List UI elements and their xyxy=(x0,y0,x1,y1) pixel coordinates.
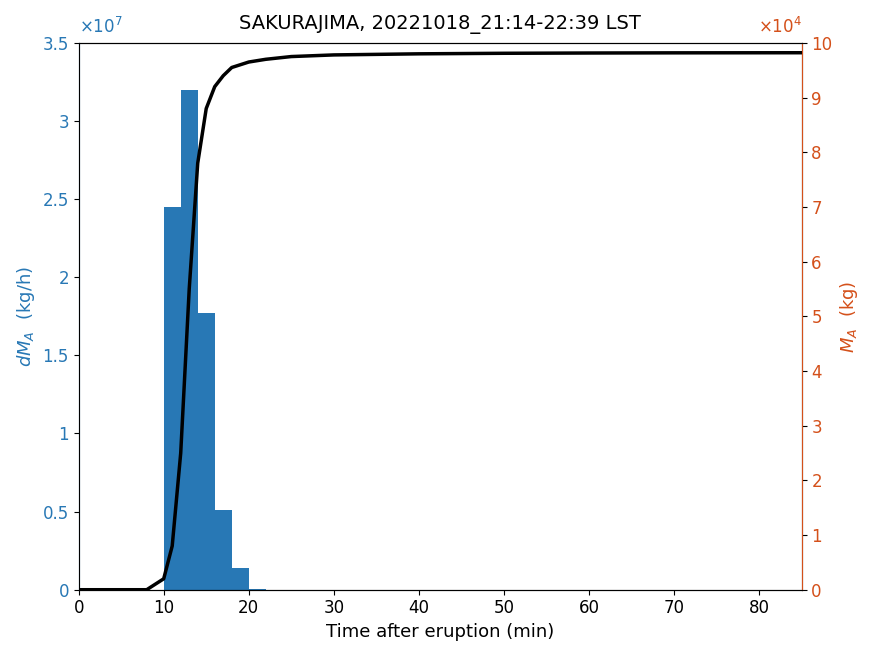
Bar xyxy=(181,90,198,590)
X-axis label: Time after eruption (min): Time after eruption (min) xyxy=(326,623,554,641)
Bar xyxy=(232,568,248,590)
Bar xyxy=(198,313,214,590)
Text: $\times10^4$: $\times10^4$ xyxy=(758,17,802,37)
Y-axis label: $M_A$  (kg): $M_A$ (kg) xyxy=(838,280,860,352)
Y-axis label: $dM_A$  (kg/h): $dM_A$ (kg/h) xyxy=(15,266,37,367)
Title: SAKURAJIMA, 20221018_21:14-22:39 LST: SAKURAJIMA, 20221018_21:14-22:39 LST xyxy=(239,15,641,34)
Text: $\times10^7$: $\times10^7$ xyxy=(79,17,123,37)
Bar xyxy=(214,510,232,590)
Bar xyxy=(164,207,181,590)
Bar xyxy=(248,589,266,590)
